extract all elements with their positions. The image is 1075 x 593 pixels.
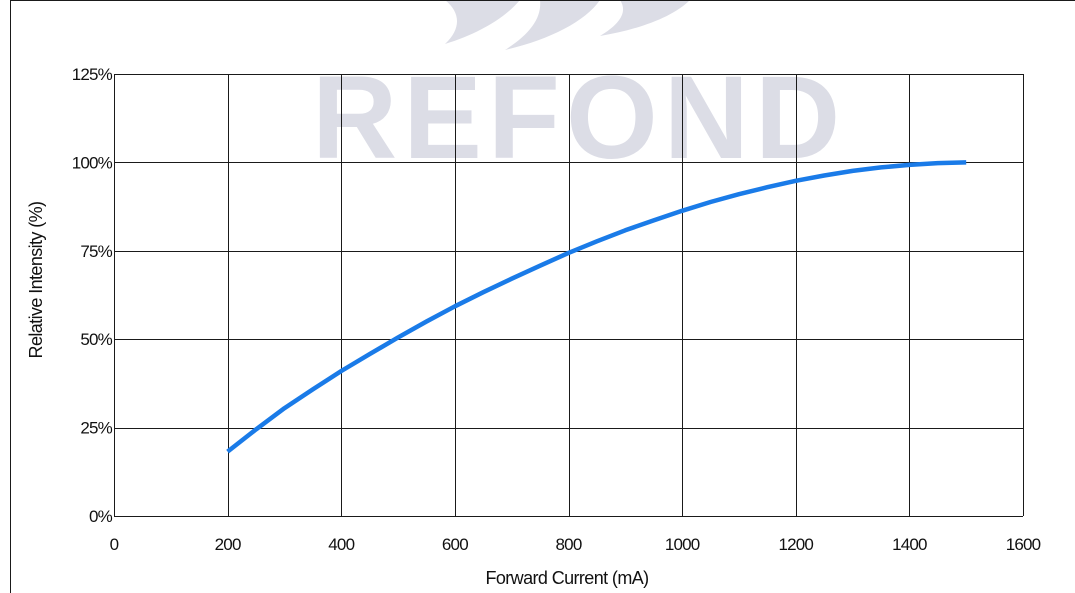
x-tick-labels: 0 200 400 600 800 1000 1200 1400 1600 <box>110 535 1042 554</box>
grid <box>114 74 1024 517</box>
y-tick-label-0: 0% <box>89 507 113 526</box>
x-tick-label-0: 0 <box>110 535 119 554</box>
x-tick-label-400: 400 <box>328 535 354 554</box>
watermark-text: REFOND <box>312 52 846 184</box>
x-tick-label-600: 600 <box>442 535 468 554</box>
y-tick-label-100: 100% <box>72 153 113 172</box>
watermark-logo: REFOND <box>312 0 846 184</box>
y-tick-label-50: 50% <box>80 330 112 349</box>
y-tick-label-125: 125% <box>72 65 113 84</box>
x-axis-label: Forward Current (mA) <box>485 568 648 588</box>
watermark-swoosh-2 <box>505 0 600 50</box>
watermark-swoosh-1 <box>445 0 520 44</box>
x-tick-label-800: 800 <box>556 535 582 554</box>
y-tick-label-75: 75% <box>80 242 112 261</box>
x-tick-label-1200: 1200 <box>778 535 813 554</box>
y-tick-label-25: 25% <box>80 419 112 438</box>
series-line-0 <box>226 160 967 454</box>
x-tick-label-1400: 1400 <box>892 535 927 554</box>
x-tick-label-200: 200 <box>215 535 241 554</box>
x-tick-label-1600: 1600 <box>1006 535 1041 554</box>
series-layer <box>226 160 967 454</box>
x-tick-label-1000: 1000 <box>665 535 700 554</box>
y-tick-labels: 0% 25% 50% 75% 100% 125% <box>72 65 114 526</box>
watermark-swoosh-3 <box>600 0 690 36</box>
y-axis-label: Relative Intensity (%) <box>26 202 46 359</box>
